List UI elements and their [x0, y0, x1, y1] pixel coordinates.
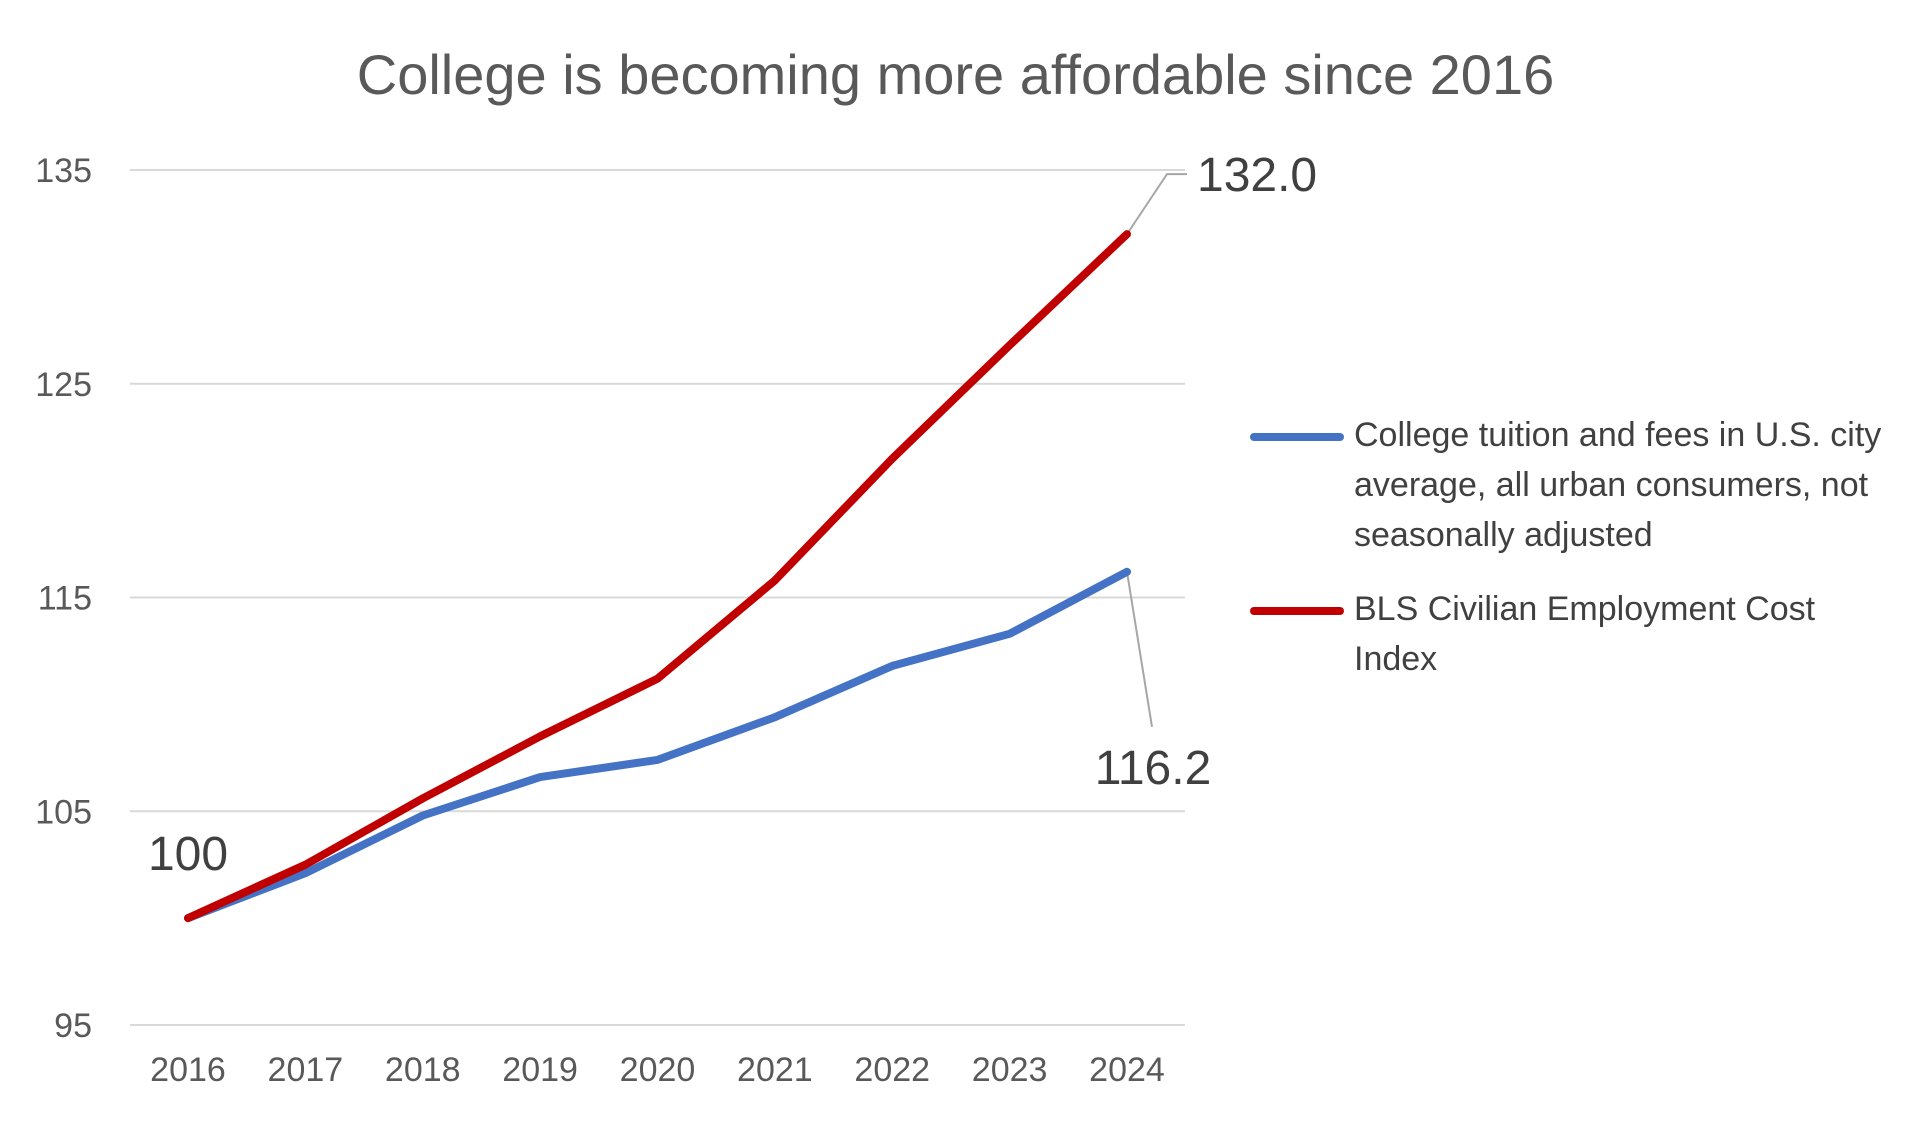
y-axis-ticks: 95 105 115 125 135 [35, 152, 92, 1045]
data-label-eci-end: 132.0 [1197, 149, 1317, 202]
series-lines [184, 230, 1131, 923]
data-label-tuition-end: 116.2 [1095, 742, 1212, 795]
y-tick-label-125: 125 [35, 366, 92, 404]
leader-line-eci [1126, 173, 1187, 235]
series-line-eci [184, 230, 1131, 923]
x-tick-label-2024: 2024 [1089, 1051, 1165, 1089]
y-tick-label-105: 105 [35, 793, 92, 831]
gridlines [130, 169, 1185, 1026]
x-tick-label-2016: 2016 [150, 1051, 226, 1089]
chart-title: College is becoming more affordable sinc… [356, 43, 1555, 106]
legend: College tuition and fees in U.S. city av… [1250, 410, 1890, 708]
series-line-tuition [184, 567, 1131, 923]
x-tick-label-2021: 2021 [737, 1051, 813, 1089]
leader-lines [1126, 173, 1187, 728]
x-tick-label-2023: 2023 [972, 1051, 1048, 1089]
y-tick-label-95: 95 [54, 1007, 92, 1045]
legend-swatch-eci [1250, 607, 1344, 615]
legend-item-tuition: College tuition and fees in U.S. city av… [1250, 410, 1890, 560]
x-axis-ticks: 2016 2017 2018 2019 2020 2021 2022 2023 2024 [150, 1051, 1165, 1089]
x-tick-label-2017: 2017 [268, 1051, 344, 1089]
data-label-start: 100 [148, 828, 228, 881]
legend-swatch-tuition [1250, 433, 1344, 441]
x-tick-label-2022: 2022 [854, 1051, 930, 1089]
data-labels: 132.0 116.2 100 [148, 149, 1317, 881]
y-tick-label-135: 135 [35, 152, 92, 190]
legend-item-eci: BLS Civilian Employment Cost Index [1250, 584, 1890, 684]
legend-label-eci: BLS Civilian Employment Cost Index [1354, 590, 1816, 678]
leader-line-tuition [1126, 571, 1153, 728]
x-tick-label-2018: 2018 [385, 1051, 461, 1089]
y-tick-label-115: 115 [38, 580, 92, 618]
legend-label-tuition: College tuition and fees in U.S. city av… [1354, 416, 1882, 554]
x-tick-label-2019: 2019 [502, 1051, 578, 1089]
x-tick-label-2020: 2020 [620, 1051, 696, 1089]
